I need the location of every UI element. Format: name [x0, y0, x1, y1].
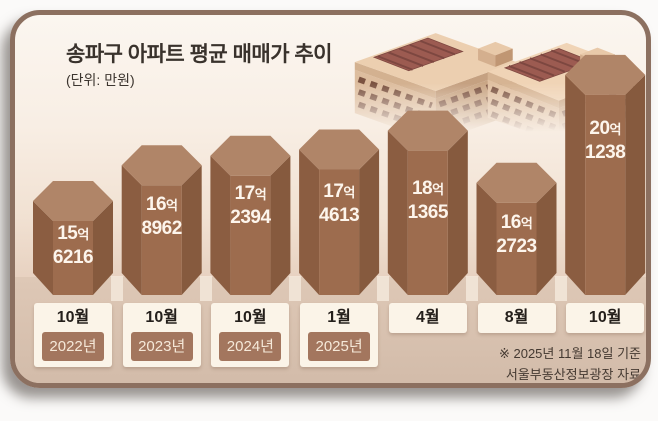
footnote-line-2: 서울부동산정보광장 자료	[505, 367, 641, 382]
bar-face-top	[387, 110, 468, 151]
month-label: 1월	[327, 309, 351, 326]
bar-face-front	[230, 175, 271, 295]
bar-face-right	[270, 155, 291, 295]
bar-face-right	[447, 130, 468, 295]
month-label: 4월	[415, 309, 440, 326]
bar-face-top	[33, 180, 113, 221]
bar-face-left	[33, 200, 53, 295]
bar-value-label: 15억 6216	[52, 222, 94, 268]
bar-face-left	[476, 182, 497, 295]
bar-face-left	[565, 74, 586, 296]
bar-face-right	[625, 74, 646, 296]
bar-face-right	[536, 182, 557, 295]
chart-title: 송파구 아파트 평균 매매가 추이	[66, 43, 333, 66]
bar-column	[121, 145, 202, 295]
footnote-line-1: ※ 2025년 11월 18일 기준	[498, 346, 641, 361]
bar-face-left	[299, 149, 320, 295]
chart-layer: 송파구 아파트 평균 매매가 추이 (단위: 만원) 15억 6216 10월 202…	[15, 15, 646, 383]
bar-face-left	[210, 155, 231, 295]
bar-face-left	[387, 130, 408, 295]
bar-face-top	[299, 129, 380, 170]
category-box: 10월	[566, 303, 645, 333]
bar-value-label: 17억 2394	[230, 182, 271, 228]
year-badge: 2023년	[130, 332, 193, 361]
category-box: 10월 2023년	[122, 303, 201, 367]
bars-canvas	[33, 54, 646, 296]
bar-face-top	[476, 162, 557, 203]
year-badge: 2024년	[219, 332, 282, 361]
strip-gap-highlight	[200, 276, 213, 301]
bar-face-right	[93, 200, 113, 295]
category-box: 10월 2022년	[34, 303, 112, 367]
month-label: 10월	[56, 309, 90, 326]
month-label: 8월	[504, 309, 529, 326]
bar-column	[33, 180, 113, 295]
category-box: 1월 2025년	[300, 303, 379, 367]
bar-face-front	[496, 202, 537, 295]
bar-face-right	[181, 165, 202, 295]
month-label: 10월	[234, 309, 267, 326]
chart-card: 송파구 아파트 평균 매매가 추이 (단위: 만원) 15억 6216 10월 202…	[10, 10, 651, 388]
bar-face-front	[319, 169, 360, 295]
year-badge: 2025년	[308, 332, 371, 361]
bar-value-label: 16억 8962	[141, 194, 183, 240]
category-box: 10월 2024년	[211, 303, 290, 367]
category-box: 4월	[388, 303, 467, 333]
bar-value-label: 20억 1238	[585, 117, 626, 163]
chart-unit-label: (단위: 만원)	[66, 72, 135, 88]
strip-gap-highlight	[377, 276, 390, 301]
bar-column	[387, 110, 468, 295]
bar-face-front	[141, 185, 182, 295]
bar-column	[299, 129, 380, 295]
bar-value-label: 18억 1365	[407, 177, 449, 223]
bar-face-top	[565, 54, 646, 95]
bar-column	[565, 54, 646, 296]
bar-face-right	[359, 149, 380, 295]
bar-face-front	[407, 150, 448, 295]
bar-face-front	[53, 220, 93, 295]
bar-face-left	[121, 165, 142, 295]
bar-value-label: 16억 2723	[496, 211, 537, 257]
bar-column	[210, 135, 291, 295]
category-box: 8월	[477, 303, 556, 333]
strip-gap-highlight	[288, 276, 301, 301]
year-badge: 2022년	[42, 332, 104, 361]
bar-face-front	[585, 94, 626, 296]
bar-column	[476, 162, 557, 295]
month-label: 10월	[145, 309, 178, 326]
bar-face-top	[121, 145, 202, 186]
footnote: ※ 2025년 11월 18일 기준 서울부동산정보광장 자료	[498, 343, 641, 383]
strip-gap-highlight	[554, 276, 567, 301]
bar-value-label: 17억 4613	[318, 181, 360, 227]
month-label: 10월	[588, 309, 622, 326]
strip-gap-highlight	[466, 276, 479, 301]
strip-gap-highlight	[111, 276, 124, 301]
bar-face-top	[210, 135, 291, 176]
